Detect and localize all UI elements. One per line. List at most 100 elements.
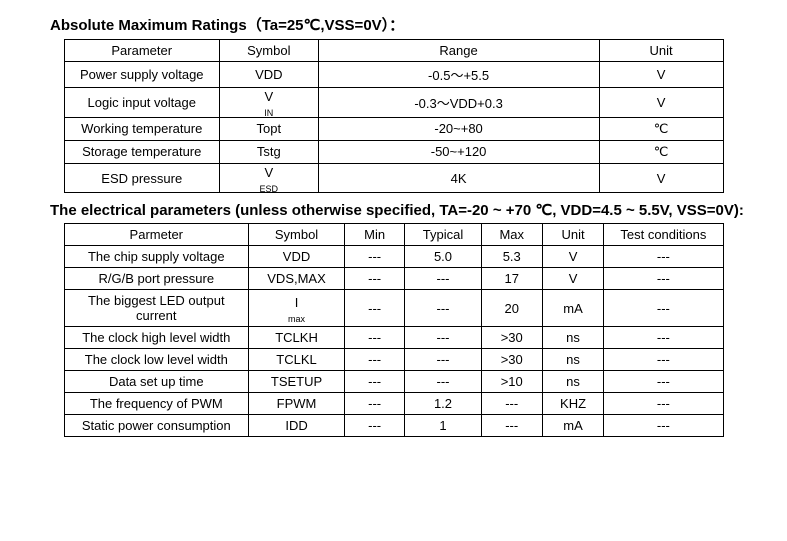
cell-min: --- <box>344 415 404 437</box>
cell-test-conditions: --- <box>604 327 723 349</box>
col-typical: Typical <box>405 224 481 246</box>
cell-min: --- <box>344 349 404 371</box>
cell-test-conditions: --- <box>604 415 723 437</box>
cell-unit: mA <box>542 290 603 327</box>
cell-test-conditions: --- <box>604 290 723 327</box>
cell-max: --- <box>481 393 542 415</box>
cell-max: 20 <box>481 290 542 327</box>
table-row: Data set up timeTSETUP------>10ns--- <box>64 371 723 393</box>
cell-parameter: Working temperature <box>64 117 219 140</box>
cell-unit: ℃ <box>599 140 723 163</box>
col-unit: Unit <box>599 40 723 62</box>
cell-parameter: Static power consumption <box>64 415 249 437</box>
table-row: ESD pressureVESD4KV <box>64 163 723 193</box>
col-min: Min <box>344 224 404 246</box>
cell-typical: 5.0 <box>405 246 481 268</box>
table-row: The biggest LED output currentImax------… <box>64 290 723 327</box>
col-max: Max <box>481 224 542 246</box>
table-row: The clock low level widthTCLKL------>30n… <box>64 349 723 371</box>
cell-test-conditions: --- <box>604 246 723 268</box>
cell-unit: V <box>599 88 723 118</box>
cell-max: >30 <box>481 349 542 371</box>
cell-range: -0.3～VDD+0.3 <box>318 88 599 118</box>
cell-unit: ℃ <box>599 117 723 140</box>
cell-symbol: TCLKH <box>249 327 345 349</box>
cell-symbol: Tstg <box>219 140 318 163</box>
cell-range: -20~+80 <box>318 117 599 140</box>
cell-symbol: IDD <box>249 415 345 437</box>
cell-min: --- <box>344 393 404 415</box>
cell-test-conditions: --- <box>604 268 723 290</box>
cell-symbol: Imax <box>249 290 345 327</box>
cell-typical: 1.2 <box>405 393 481 415</box>
cell-max: >10 <box>481 371 542 393</box>
cell-min: --- <box>344 246 404 268</box>
cell-symbol: VESD <box>219 163 318 193</box>
cell-parameter: Power supply voltage <box>64 62 219 88</box>
col-parameter: Parmeter <box>64 224 249 246</box>
table-row: Logic input voltageVIN-0.3～VDD+0.3V <box>64 88 723 118</box>
cell-unit: V <box>542 246 603 268</box>
cell-parameter: Storage temperature <box>64 140 219 163</box>
col-symbol: Symbol <box>249 224 345 246</box>
cell-test-conditions: --- <box>604 349 723 371</box>
cell-unit: V <box>542 268 603 290</box>
cell-min: --- <box>344 268 404 290</box>
cell-symbol: VDS,MAX <box>249 268 345 290</box>
cell-symbol: VDD <box>249 246 345 268</box>
cell-range: -50~+120 <box>318 140 599 163</box>
cell-symbol: Topt <box>219 117 318 140</box>
cell-typical: --- <box>405 268 481 290</box>
cell-symbol: VIN <box>219 88 318 118</box>
abs-max-table: Parameter Symbol Range Unit Power supply… <box>64 39 724 193</box>
cell-min: --- <box>344 371 404 393</box>
cell-min: --- <box>344 290 404 327</box>
cell-symbol: VDD <box>219 62 318 88</box>
cell-unit: mA <box>542 415 603 437</box>
cell-parameter: The clock low level width <box>64 349 249 371</box>
cell-parameter: The chip supply voltage <box>64 246 249 268</box>
cell-parameter: The biggest LED output current <box>64 290 249 327</box>
table-header-row: Parameter Symbol Range Unit <box>64 40 723 62</box>
cell-typical: --- <box>405 371 481 393</box>
cell-typical: --- <box>405 349 481 371</box>
cell-typical: 1 <box>405 415 481 437</box>
cell-parameter: The frequency of PWM <box>64 393 249 415</box>
col-parameter: Parameter <box>64 40 219 62</box>
table-header-row: Parmeter Symbol Min Typical Max Unit Tes… <box>64 224 723 246</box>
cell-max: >30 <box>481 327 542 349</box>
cell-symbol: FPWM <box>249 393 345 415</box>
section2-title: The electrical parameters (unless otherw… <box>50 201 767 219</box>
cell-typical: --- <box>405 327 481 349</box>
cell-unit: ns <box>542 327 603 349</box>
cell-max: 17 <box>481 268 542 290</box>
table-row: R/G/B port pressureVDS,MAX------17V--- <box>64 268 723 290</box>
table-row: Storage temperatureTstg-50~+120℃ <box>64 140 723 163</box>
col-test-conditions: Test conditions <box>604 224 723 246</box>
table-row: Power supply voltageVDD-0.5～+5.5V <box>64 62 723 88</box>
cell-unit: V <box>599 62 723 88</box>
table-row: The clock high level widthTCLKH------>30… <box>64 327 723 349</box>
cell-test-conditions: --- <box>604 393 723 415</box>
cell-max: --- <box>481 415 542 437</box>
elec-params-table: Parmeter Symbol Min Typical Max Unit Tes… <box>64 223 724 437</box>
cell-range: 4K <box>318 163 599 193</box>
cell-unit: ns <box>542 349 603 371</box>
cell-parameter: The clock high level width <box>64 327 249 349</box>
cell-unit: V <box>599 163 723 193</box>
cell-typical: --- <box>405 290 481 327</box>
section1-title: Absolute Maximum Ratings（Ta=25℃,VSS=0V）： <box>50 14 767 35</box>
cell-symbol: TCLKL <box>249 349 345 371</box>
cell-test-conditions: --- <box>604 371 723 393</box>
cell-parameter: R/G/B port pressure <box>64 268 249 290</box>
cell-min: --- <box>344 327 404 349</box>
col-range: Range <box>318 40 599 62</box>
cell-unit: ns <box>542 371 603 393</box>
cell-max: 5.3 <box>481 246 542 268</box>
col-symbol: Symbol <box>219 40 318 62</box>
table-row: The chip supply voltageVDD---5.05.3V--- <box>64 246 723 268</box>
cell-range: -0.5～+5.5 <box>318 62 599 88</box>
table-row: Working temperatureTopt-20~+80℃ <box>64 117 723 140</box>
cell-parameter: Logic input voltage <box>64 88 219 118</box>
cell-parameter: ESD pressure <box>64 163 219 193</box>
